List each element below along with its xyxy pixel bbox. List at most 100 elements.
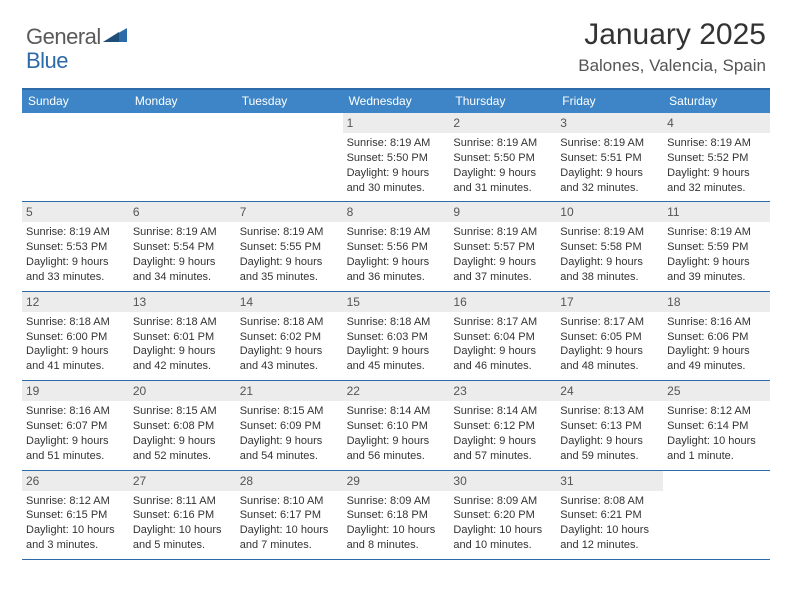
day-number: 17 bbox=[556, 292, 663, 312]
day-cell: 4Sunrise: 8:19 AMSunset: 5:52 PMDaylight… bbox=[663, 113, 770, 201]
day-info-line: and 56 minutes. bbox=[347, 449, 446, 464]
day-info-line: Sunset: 5:51 PM bbox=[560, 151, 659, 166]
day-number: 26 bbox=[22, 471, 129, 491]
day-info-line: Sunrise: 8:19 AM bbox=[453, 136, 552, 151]
day-cell: 28Sunrise: 8:10 AMSunset: 6:17 PMDayligh… bbox=[236, 471, 343, 559]
day-info-line: Daylight: 9 hours bbox=[26, 255, 125, 270]
day-info-line: Sunrise: 8:12 AM bbox=[667, 404, 766, 419]
day-info-line: Daylight: 9 hours bbox=[667, 344, 766, 359]
day-info-line: and 5 minutes. bbox=[133, 538, 232, 553]
day-info-line: Sunset: 6:04 PM bbox=[453, 330, 552, 345]
triangle-icon bbox=[103, 26, 129, 49]
day-info-line: Daylight: 9 hours bbox=[667, 255, 766, 270]
week-row: 12Sunrise: 8:18 AMSunset: 6:00 PMDayligh… bbox=[22, 292, 770, 381]
day-info-line: Daylight: 9 hours bbox=[453, 344, 552, 359]
day-info-line: Daylight: 10 hours bbox=[133, 523, 232, 538]
day-info-line: Sunrise: 8:19 AM bbox=[667, 136, 766, 151]
day-info-line: and 38 minutes. bbox=[560, 270, 659, 285]
day-info-line: Sunset: 5:50 PM bbox=[347, 151, 446, 166]
day-info-line: Sunrise: 8:19 AM bbox=[26, 225, 125, 240]
day-info-line: Sunrise: 8:19 AM bbox=[347, 225, 446, 240]
day-info-line: Sunset: 5:57 PM bbox=[453, 240, 552, 255]
day-info-line: Daylight: 9 hours bbox=[560, 434, 659, 449]
day-number: 9 bbox=[449, 202, 556, 222]
day-info-line: Sunrise: 8:18 AM bbox=[347, 315, 446, 330]
day-info-line: Sunrise: 8:19 AM bbox=[133, 225, 232, 240]
month-title: January 2025 bbox=[578, 18, 766, 52]
day-info-line: Sunset: 6:03 PM bbox=[347, 330, 446, 345]
day-cell: 23Sunrise: 8:14 AMSunset: 6:12 PMDayligh… bbox=[449, 381, 556, 469]
day-info-line: Sunset: 6:09 PM bbox=[240, 419, 339, 434]
day-cell: 6Sunrise: 8:19 AMSunset: 5:54 PMDaylight… bbox=[129, 202, 236, 290]
day-info-line: and 32 minutes. bbox=[560, 181, 659, 196]
day-number: 5 bbox=[22, 202, 129, 222]
day-info-line: and 8 minutes. bbox=[347, 538, 446, 553]
day-cell: 5 Sunrise: 8:19 AMSunset: 5:53 PMDaylight… bbox=[22, 202, 129, 290]
day-cell: 9Sunrise: 8:19 AMSunset: 5:57 PMDaylight… bbox=[449, 202, 556, 290]
day-number: 31 bbox=[556, 471, 663, 491]
day-number bbox=[22, 113, 129, 119]
day-number bbox=[236, 113, 343, 119]
day-number: 13 bbox=[129, 292, 236, 312]
day-cell: 11Sunrise: 8:19 AMSunset: 5:59 PMDayligh… bbox=[663, 202, 770, 290]
day-info-line: and 33 minutes. bbox=[26, 270, 125, 285]
day-info-line: Daylight: 9 hours bbox=[453, 255, 552, 270]
dayheader-saturday: Saturday bbox=[663, 90, 770, 113]
day-info-line: Sunset: 6:20 PM bbox=[453, 508, 552, 523]
logo: General bbox=[26, 18, 131, 50]
day-info-line: Daylight: 9 hours bbox=[133, 434, 232, 449]
day-info-line: Sunset: 6:02 PM bbox=[240, 330, 339, 345]
day-info-line: Sunrise: 8:16 AM bbox=[667, 315, 766, 330]
day-info-line: and 30 minutes. bbox=[347, 181, 446, 196]
day-info-line: Sunset: 6:01 PM bbox=[133, 330, 232, 345]
week-row: 1Sunrise: 8:19 AMSunset: 5:50 PMDaylight… bbox=[22, 113, 770, 202]
day-cell bbox=[236, 113, 343, 201]
day-header-row: Sunday Monday Tuesday Wednesday Thursday… bbox=[22, 90, 770, 113]
day-info-line: Sunset: 5:53 PM bbox=[26, 240, 125, 255]
day-info-line: and 43 minutes. bbox=[240, 359, 339, 374]
day-cell: 25Sunrise: 8:12 AMSunset: 6:14 PMDayligh… bbox=[663, 381, 770, 469]
day-number: 29 bbox=[343, 471, 450, 491]
day-number: 30 bbox=[449, 471, 556, 491]
day-info-line: and 59 minutes. bbox=[560, 449, 659, 464]
day-cell: 21Sunrise: 8:15 AMSunset: 6:09 PMDayligh… bbox=[236, 381, 343, 469]
calendar: Sunday Monday Tuesday Wednesday Thursday… bbox=[22, 88, 770, 560]
day-info-line: Daylight: 9 hours bbox=[347, 255, 446, 270]
dayheader-tuesday: Tuesday bbox=[236, 90, 343, 113]
day-cell: 30Sunrise: 8:09 AMSunset: 6:20 PMDayligh… bbox=[449, 471, 556, 559]
day-info-line: and 1 minute. bbox=[667, 449, 766, 464]
day-info-line: Sunset: 5:58 PM bbox=[560, 240, 659, 255]
day-cell bbox=[663, 471, 770, 559]
day-info-line: Sunset: 6:14 PM bbox=[667, 419, 766, 434]
day-info-line: Sunset: 5:55 PM bbox=[240, 240, 339, 255]
day-number: 21 bbox=[236, 381, 343, 401]
day-info-line: Sunrise: 8:19 AM bbox=[560, 225, 659, 240]
day-info-line: Sunrise: 8:19 AM bbox=[560, 136, 659, 151]
day-number: 22 bbox=[343, 381, 450, 401]
day-number: 4 bbox=[663, 113, 770, 133]
day-info-line: and 34 minutes. bbox=[133, 270, 232, 285]
day-info-line: Sunrise: 8:17 AM bbox=[453, 315, 552, 330]
day-info-line: and 10 minutes. bbox=[453, 538, 552, 553]
day-number bbox=[129, 113, 236, 119]
header: General January 2025 Balones, Valencia, … bbox=[0, 0, 792, 84]
day-number: 14 bbox=[236, 292, 343, 312]
day-cell: 31Sunrise: 8:08 AMSunset: 6:21 PMDayligh… bbox=[556, 471, 663, 559]
week-row: 26Sunrise: 8:12 AMSunset: 6:15 PMDayligh… bbox=[22, 471, 770, 560]
day-number: 1 bbox=[343, 113, 450, 133]
day-info-line: Daylight: 10 hours bbox=[453, 523, 552, 538]
day-number: 8 bbox=[343, 202, 450, 222]
day-info-line: Sunset: 6:10 PM bbox=[347, 419, 446, 434]
day-info-line: Daylight: 9 hours bbox=[133, 255, 232, 270]
day-info-line: and 52 minutes. bbox=[133, 449, 232, 464]
day-cell: 16Sunrise: 8:17 AMSunset: 6:04 PMDayligh… bbox=[449, 292, 556, 380]
day-number: 15 bbox=[343, 292, 450, 312]
day-number: 7 bbox=[236, 202, 343, 222]
day-info-line: Sunrise: 8:11 AM bbox=[133, 494, 232, 509]
day-info-line: and 31 minutes. bbox=[453, 181, 552, 196]
day-info-line: Sunset: 5:56 PM bbox=[347, 240, 446, 255]
day-info-line: and 46 minutes. bbox=[453, 359, 552, 374]
day-info-line: Daylight: 9 hours bbox=[347, 166, 446, 181]
day-info-line: Sunset: 5:50 PM bbox=[453, 151, 552, 166]
day-info-line: Sunrise: 8:09 AM bbox=[347, 494, 446, 509]
